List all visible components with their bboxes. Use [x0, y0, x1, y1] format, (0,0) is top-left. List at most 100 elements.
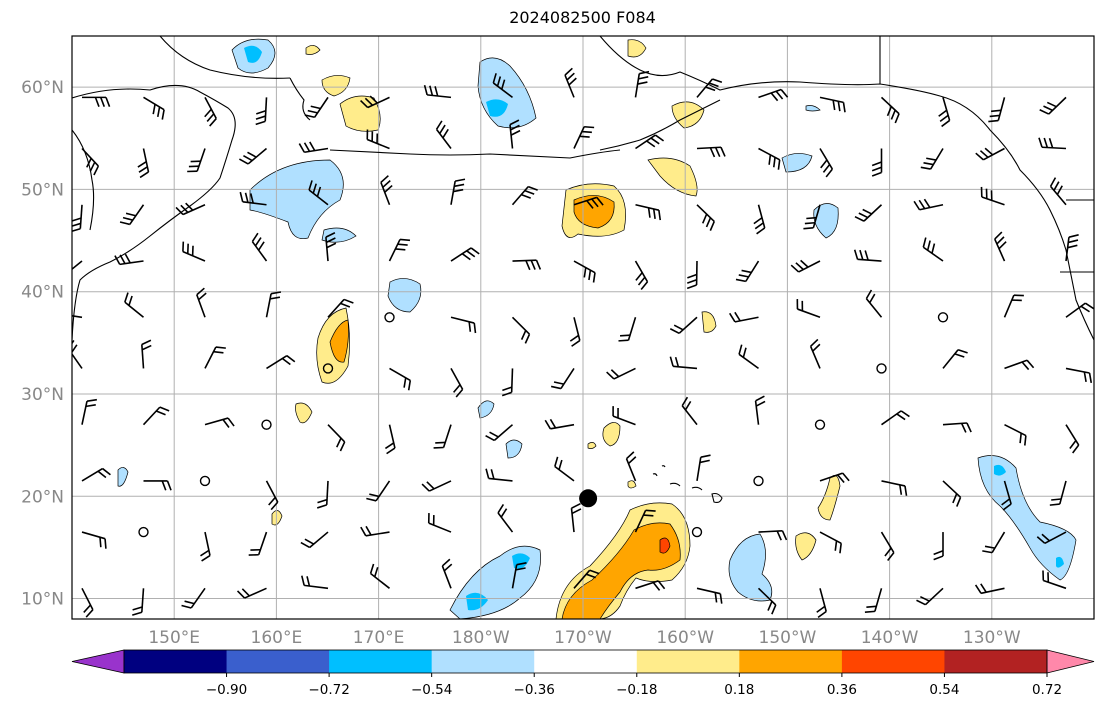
latitude-tick-label: 60°N: [21, 78, 64, 98]
wind-barb: [369, 563, 390, 589]
wind-barb: [686, 261, 698, 290]
wind-barb: [1004, 423, 1027, 446]
wind-barb: [450, 247, 480, 262]
wind-barb: [573, 125, 595, 149]
wind-barb: [880, 96, 900, 124]
storm-center-marker: [579, 489, 598, 508]
wind-barb: [81, 531, 107, 549]
wind-barb: [681, 396, 698, 426]
wind-barb: [423, 84, 452, 99]
wind-barb: [1004, 359, 1035, 371]
colorbar-segment: [329, 650, 433, 673]
calm-wind-marker: [753, 475, 764, 487]
calm-wind-marker: [261, 419, 272, 430]
wind-barb: [790, 259, 821, 273]
wind-barb: [366, 480, 391, 502]
latitude-tick-label: 20°N: [21, 487, 64, 507]
wind-barb: [325, 232, 337, 262]
wind-barb: [511, 185, 538, 206]
wind-barb: [1003, 294, 1024, 318]
colorbar-tick-label: 0.18: [724, 682, 754, 698]
wind-barb: [754, 395, 766, 425]
wind-barb: [492, 73, 513, 99]
wind-barb: [497, 504, 514, 533]
wind-barb: [308, 180, 329, 206]
wind-barb: [819, 96, 846, 113]
wind-barb: [255, 97, 268, 126]
map-title: 2024082500 F084: [509, 8, 656, 27]
wind-barb: [757, 587, 777, 615]
wind-barb: [204, 96, 217, 127]
wind-barb: [634, 260, 649, 291]
wind-barb: [433, 424, 452, 449]
wind-barb: [696, 454, 711, 482]
wind-barb: [854, 204, 883, 222]
wind-barb: [81, 398, 97, 425]
longitude-tick-label: 160°E: [251, 628, 303, 648]
wind-barb: [942, 422, 972, 433]
wind-barb: [82, 96, 111, 108]
colorbar-segment: [534, 650, 638, 673]
wind-barb: [204, 417, 235, 428]
calm-wind-marker: [937, 312, 949, 323]
colorbar-tick-label: 0.54: [929, 682, 959, 698]
wind-barb: [143, 96, 165, 120]
calm-wind-marker: [691, 526, 703, 538]
wind-barb: [238, 147, 268, 165]
colorbar-segment: [431, 650, 535, 673]
wind-barb: [853, 249, 882, 262]
wind-barb: [182, 241, 206, 262]
wind-barb: [485, 468, 513, 482]
wind-barb: [544, 418, 575, 430]
wind-barb: [564, 67, 577, 98]
wind-barb: [450, 368, 464, 398]
wind-barb: [1065, 424, 1080, 454]
latitude-tick-label: 10°N: [21, 590, 64, 610]
latitude-tick-label: 30°N: [21, 385, 64, 405]
wind-barb: [1065, 367, 1093, 383]
wind-barb: [304, 96, 329, 119]
wind-barb: [124, 292, 145, 318]
wind-barb: [913, 198, 944, 211]
anomaly-contours: [117, 38, 1077, 619]
wind-barb: [485, 424, 514, 442]
wind-barb: [696, 587, 723, 604]
wind-barb: [81, 147, 100, 176]
colorbar-frame: [123, 649, 1048, 674]
wind-barb: [251, 232, 268, 262]
wind-barb: [758, 147, 781, 170]
colorbar-extend-low: [71, 649, 125, 674]
wind-barb: [301, 575, 329, 590]
colorbar-tick-label: −0.90: [206, 682, 247, 698]
wind-barb: [1065, 302, 1094, 318]
wind-barb: [758, 88, 789, 102]
wind-barb: [635, 580, 666, 591]
colorbar-segment: [226, 650, 330, 673]
calm-wind-marker: [814, 419, 826, 430]
longitude-tick-label: 170°E: [353, 628, 405, 648]
wind-barb: [1039, 96, 1067, 115]
wind-barb: [141, 339, 152, 369]
longitude-tick-label: 150°W: [759, 628, 817, 648]
wind-barb: [573, 260, 596, 283]
wind-barb: [696, 78, 723, 98]
colorbar-tick-label: −0.36: [514, 682, 555, 698]
wind-barb: [298, 141, 329, 154]
wind-barb: [942, 349, 968, 369]
calm-wind-marker: [322, 363, 334, 374]
longitude-tick-label: 130°W: [963, 628, 1021, 648]
wind-barb: [865, 289, 883, 318]
wind-barb: [204, 346, 226, 369]
wind-barb: [573, 196, 604, 209]
latitude-tick-label: 50°N: [21, 180, 64, 200]
wind-barb: [236, 587, 267, 599]
wind-barb: [360, 95, 390, 109]
wind-barb: [980, 186, 1005, 206]
wind-barb: [669, 356, 698, 370]
wind-barb: [137, 148, 150, 179]
wind-barb: [200, 531, 211, 562]
latitude-labels: 10°N 20°N 30°N 40°N 50°N 60°N: [21, 78, 64, 609]
wind-barb: [1049, 177, 1067, 206]
wind-barb: [366, 129, 390, 150]
